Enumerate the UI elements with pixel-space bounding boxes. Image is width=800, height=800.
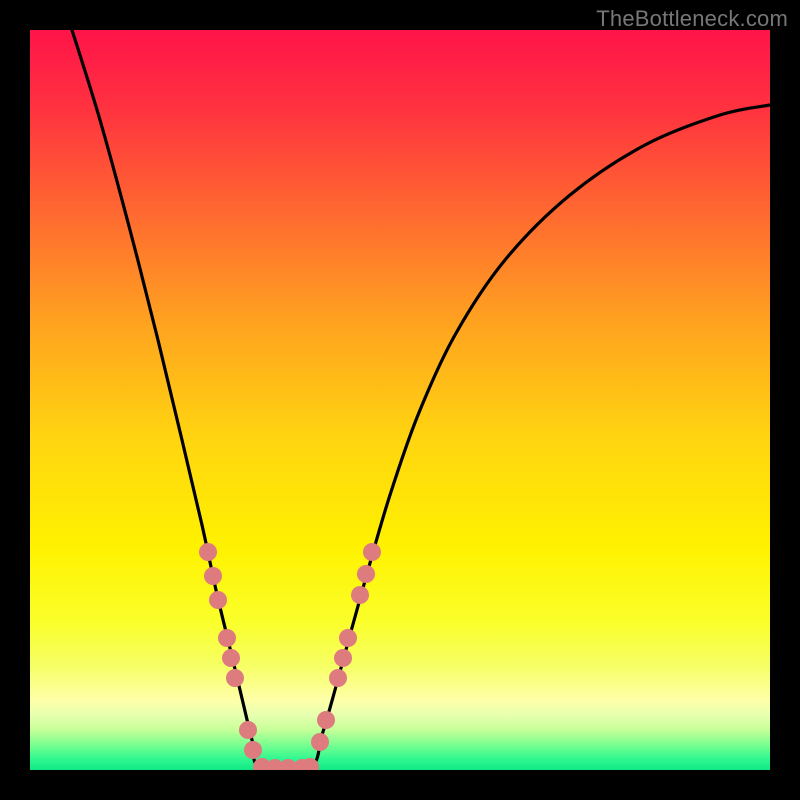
curve-marker [199,543,217,561]
curve-marker [218,629,236,647]
plot-area [30,30,770,770]
curve-marker [329,669,347,687]
curve-marker [239,721,257,739]
curve-marker [351,586,369,604]
outer-frame: TheBottleneck.com [0,0,800,800]
watermark-text: TheBottleneck.com [596,6,788,32]
curve-marker [339,629,357,647]
gradient-background [30,30,770,770]
chart-svg [30,30,770,770]
curve-marker [222,649,240,667]
curve-marker [357,565,375,583]
curve-marker [363,543,381,561]
curve-marker [209,591,227,609]
curve-marker [317,711,335,729]
curve-marker [226,669,244,687]
curve-marker [244,741,262,759]
curve-marker [334,649,352,667]
curve-marker [311,733,329,751]
curve-marker [204,567,222,585]
